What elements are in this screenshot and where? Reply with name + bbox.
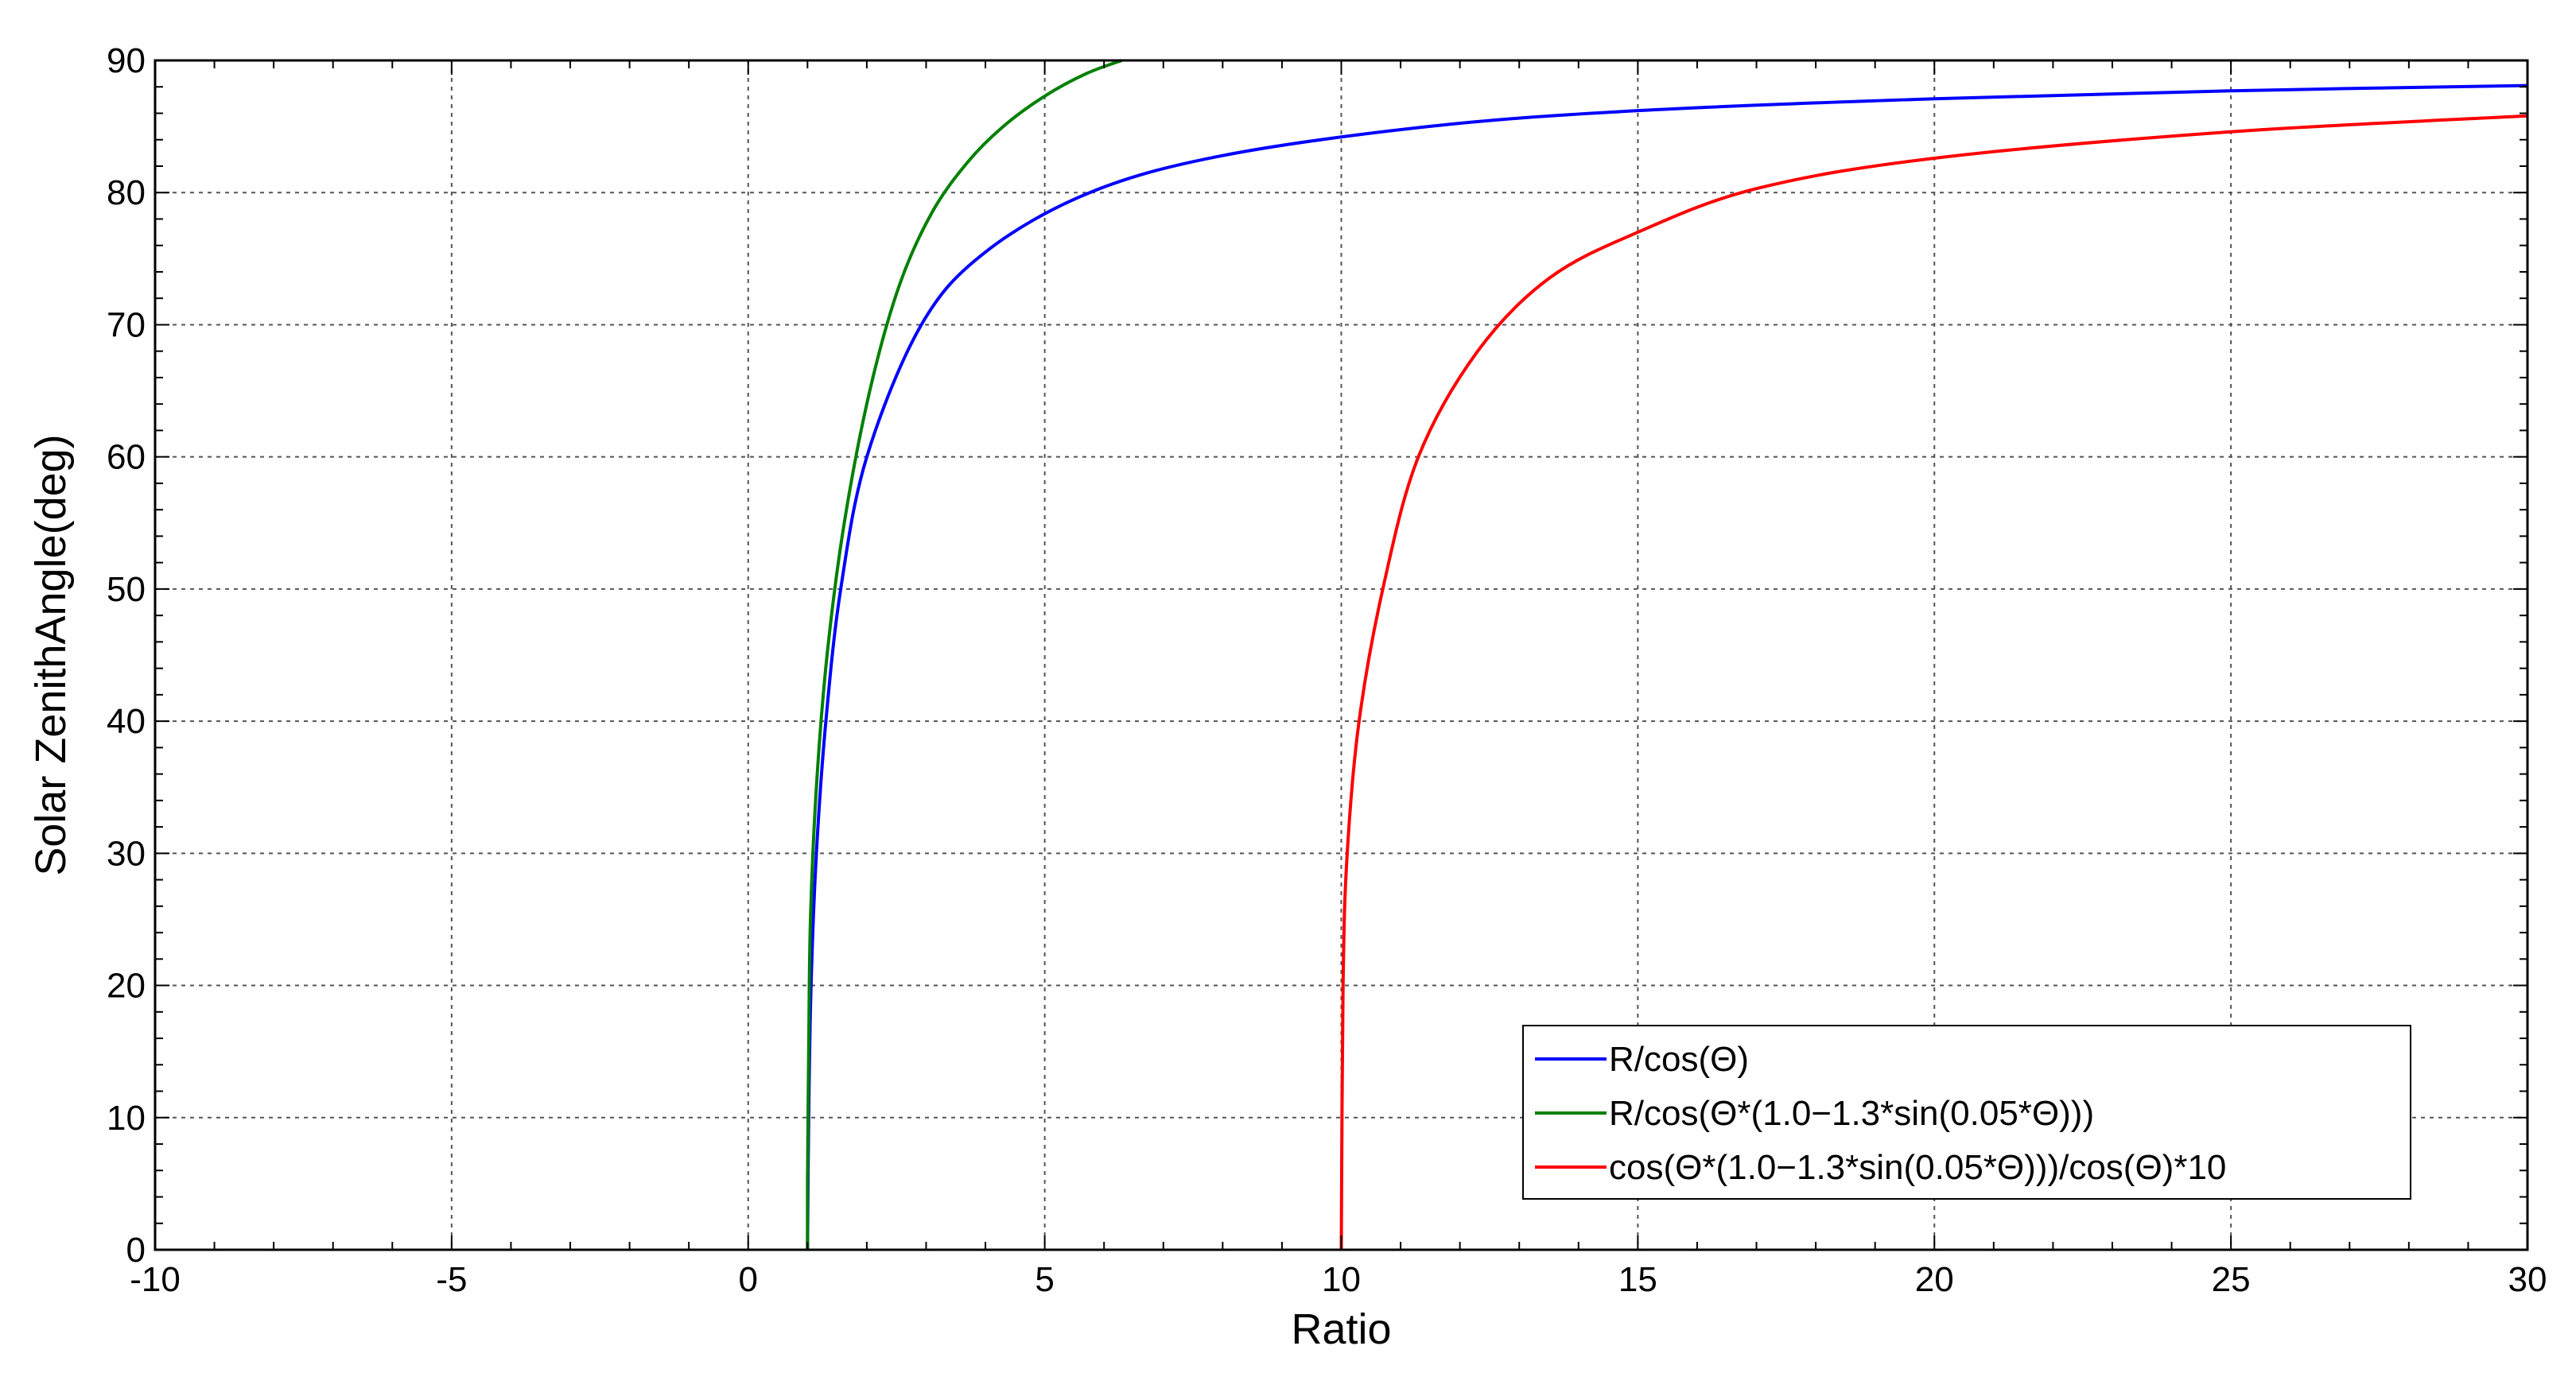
y-tick-label: 60 <box>107 438 146 477</box>
x-tick-label: 25 <box>2212 1260 2251 1299</box>
y-tick-label: 90 <box>107 41 146 80</box>
y-tick-label: 80 <box>107 173 146 212</box>
x-tick-label: 10 <box>1322 1260 1361 1299</box>
y-tick-label: 40 <box>107 702 146 741</box>
legend: R/cos(Θ) R/cos(Θ*(1.0−1.3*sin(0.05*Θ))) … <box>1522 1025 2411 1200</box>
x-tick-label: -10 <box>130 1260 181 1299</box>
x-tick-label: 30 <box>2508 1260 2547 1299</box>
y-tick-label: 50 <box>107 570 146 609</box>
legend-label-series-3: cos(Θ*(1.0−1.3*sin(0.05*Θ)))/cos(Θ)*10 <box>1609 1148 2226 1187</box>
x-axis-title: Ratio <box>1291 1305 1391 1353</box>
axis-ticks <box>154 60 2528 1251</box>
x-tick-label: 15 <box>1618 1260 1657 1299</box>
x-tick-label: 5 <box>1035 1260 1054 1299</box>
y-axis-title: Solar ZenithAngle(deg) <box>27 434 75 875</box>
series-line-3 <box>1339 114 2528 1251</box>
y-tick-label: 30 <box>107 834 146 873</box>
tick-labels: -10 -5 0 5 10 15 20 25 30 0 10 20 30 40 50 60 70 80 90 <box>107 41 2547 1299</box>
legend-label-series-1: R/cos(Θ) <box>1609 1040 1749 1079</box>
x-tick-label: 0 <box>739 1260 758 1299</box>
y-tick-label: 0 <box>126 1231 146 1270</box>
x-tick-label: -5 <box>436 1260 467 1299</box>
series-group <box>806 59 2528 1251</box>
y-tick-label: 10 <box>107 1099 146 1138</box>
legend-label-series-2: R/cos(Θ*(1.0−1.3*sin(0.05*Θ))) <box>1609 1094 2094 1133</box>
y-tick-label: 70 <box>107 305 146 344</box>
x-tick-label: 20 <box>1915 1260 1954 1299</box>
legend-box <box>1522 1025 2411 1200</box>
series-line-2 <box>806 59 1123 1251</box>
series-line-1 <box>806 83 2528 1251</box>
y-tick-label: 20 <box>107 967 146 1006</box>
